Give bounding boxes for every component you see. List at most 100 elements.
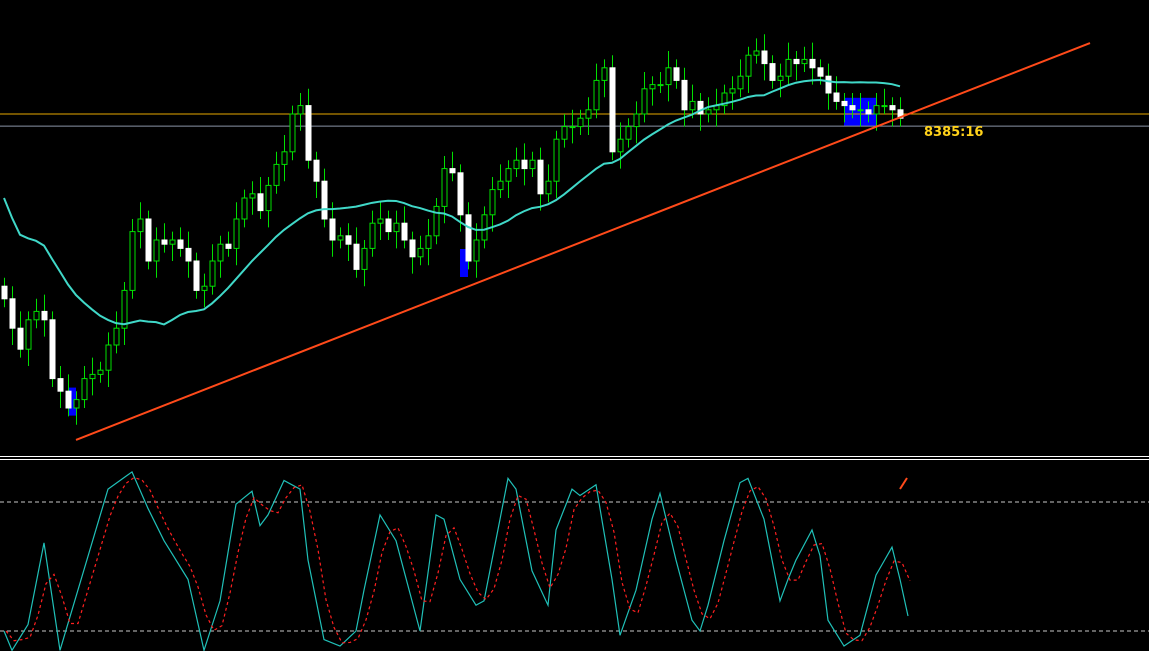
candle-body: [737, 75, 744, 90]
candle-body: [185, 247, 192, 262]
candle: [105, 332, 112, 387]
candle: [601, 59, 608, 98]
candle-body: [49, 319, 56, 380]
candle: [449, 151, 456, 182]
candle-body: [881, 105, 888, 108]
candle: [553, 130, 560, 198]
candle-body: [489, 189, 496, 216]
stochastic-panel: [0, 470, 1149, 651]
candle-body: [553, 138, 560, 182]
candle: [697, 93, 704, 131]
candle-body: [281, 151, 288, 165]
candle: [729, 76, 736, 110]
candle: [409, 231, 416, 274]
candle: [337, 227, 344, 249]
trendline-tick: [899, 477, 908, 490]
candle-body: [673, 67, 680, 81]
candle-body: [97, 369, 104, 375]
candle: [897, 97, 904, 127]
candle: [881, 88, 888, 114]
candle-body: [241, 197, 248, 220]
candle-body: [417, 247, 424, 258]
candle-body: [521, 159, 528, 170]
candle: [209, 244, 216, 295]
candle-body: [385, 218, 392, 233]
candle: [689, 84, 696, 119]
candle-body: [33, 310, 40, 321]
candle-body: [129, 231, 136, 291]
candle: [777, 63, 784, 98]
candle-body: [249, 193, 256, 199]
candle: [401, 206, 408, 249]
candle: [657, 72, 664, 93]
candle-body: [457, 172, 464, 216]
candle-body: [105, 344, 112, 371]
candle: [273, 151, 280, 194]
candle-body: [65, 390, 72, 409]
candle-body: [161, 239, 168, 245]
candle-body: [313, 159, 320, 182]
candle: [425, 219, 432, 266]
candle: [289, 105, 296, 161]
candle-body: [817, 67, 824, 77]
candle-body: [721, 92, 728, 107]
candle: [481, 206, 488, 249]
candle-body: [825, 75, 832, 94]
candle-body: [289, 113, 296, 153]
candle-body: [777, 75, 784, 81]
candle: [9, 286, 16, 345]
candle: [153, 227, 160, 278]
candle: [201, 273, 208, 308]
candle-body: [625, 126, 632, 140]
candle-countdown-label: 8385:16: [924, 125, 984, 140]
candle: [753, 38, 760, 64]
candle: [473, 223, 480, 278]
candle-body: [257, 193, 264, 212]
candle-body: [681, 79, 688, 111]
candle-body: [201, 285, 208, 291]
candle: [393, 210, 400, 249]
candle-body: [801, 58, 808, 65]
candle: [865, 101, 872, 123]
candle-body: [513, 159, 520, 170]
candle-body: [297, 105, 304, 115]
candle: [745, 46, 752, 93]
candle-body: [729, 88, 736, 94]
candle-body: [209, 260, 216, 287]
candle-body: [169, 239, 176, 245]
candle: [433, 198, 440, 245]
candle: [121, 282, 128, 345]
candle: [313, 151, 320, 198]
candle-body: [305, 105, 312, 161]
candle-body: [889, 105, 896, 111]
candle-body: [537, 159, 544, 195]
candle-body: [841, 100, 848, 107]
candle: [465, 202, 472, 270]
candle: [177, 227, 184, 257]
candle: [361, 240, 368, 287]
candle: [329, 202, 336, 257]
candle: [569, 109, 576, 144]
candle: [497, 164, 504, 198]
stochastic-signal-line: [5, 476, 911, 644]
candle: [737, 59, 744, 98]
candle-body: [617, 138, 624, 153]
candle: [441, 156, 448, 224]
candle: [193, 252, 200, 299]
candle: [129, 219, 136, 299]
candle-body: [81, 378, 88, 401]
candle: [641, 72, 648, 123]
candle-body: [57, 378, 64, 392]
price-panel: [0, 34, 1149, 441]
candle-body: [601, 67, 608, 81]
candle-body: [481, 214, 488, 241]
candle: [137, 202, 144, 249]
candle-body: [697, 100, 704, 115]
candle: [713, 88, 720, 127]
candle-body: [345, 235, 352, 245]
candle-body: [409, 239, 416, 258]
candle: [849, 93, 856, 119]
candle-body: [809, 58, 816, 69]
candle-body: [633, 113, 640, 128]
